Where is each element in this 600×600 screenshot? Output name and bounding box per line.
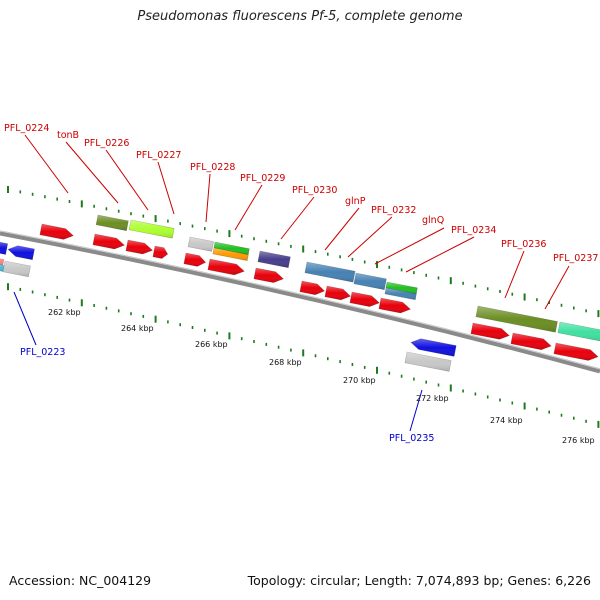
feature-shading: [304, 262, 356, 283]
gene-label[interactable]: PFL_0232: [371, 205, 416, 216]
feature-shading: [188, 237, 214, 252]
feature-shading: [385, 282, 418, 294]
callout-line: [504, 250, 525, 299]
gene-label[interactable]: PFL_0224: [4, 123, 49, 134]
feature-shading: [253, 268, 284, 283]
feature-shading: [2, 261, 31, 277]
gene-label[interactable]: PFL_0230: [292, 185, 337, 196]
gene-label[interactable]: tonB: [57, 130, 79, 141]
callout-line: [234, 184, 263, 231]
feature-shading: [557, 322, 600, 341]
gene-label[interactable]: PFL_0228: [190, 162, 235, 173]
feature-shading: [129, 220, 175, 239]
tick-label: 272 kbp: [416, 394, 449, 403]
accession-text: Accession: NC_004129: [9, 573, 152, 588]
feature-shading: [470, 323, 510, 340]
tick-label: 266 kbp: [195, 340, 228, 349]
tick-marks: [7, 186, 600, 428]
feature-shading: [183, 253, 206, 267]
feature-shading: [324, 286, 351, 300]
gene-label[interactable]: PFL_0235: [389, 433, 434, 444]
feature-shading: [510, 333, 552, 350]
tick-label: 270 kbp: [343, 376, 376, 385]
feature-shading: [125, 240, 153, 254]
feature-shading: [404, 352, 452, 372]
gene-label[interactable]: PFL_0237: [553, 253, 598, 264]
callout-line: [105, 149, 149, 211]
feature-shading: [152, 246, 168, 259]
feature-shading: [384, 288, 417, 300]
gene-label[interactable]: PFL_0227: [136, 150, 181, 161]
callout-line: [374, 227, 445, 265]
feature-shading: [411, 338, 457, 357]
genome-summary-text: Topology: circular; Length: 7,074,893 bp…: [247, 573, 591, 588]
feature-shading: [92, 234, 125, 249]
genome-backbone: [0, 230, 600, 374]
gene-label-callouts: [13, 134, 570, 432]
feature-shading: [0, 264, 4, 272]
feature-shading: [299, 281, 325, 295]
feature-blocks: [0, 214, 600, 372]
feature-shading: [39, 224, 74, 240]
callout-line: [65, 141, 119, 204]
tick-label: 264 kbp: [121, 324, 154, 333]
map-title: Pseudomonas fluorescens Pf-5, complete g…: [137, 9, 463, 24]
feature-shading: [0, 258, 4, 266]
callout-line: [324, 207, 360, 251]
callout-line: [157, 161, 175, 215]
callout-line: [24, 134, 69, 194]
callout-line: [405, 236, 475, 273]
tick-label: 268 kbp: [269, 358, 302, 367]
gene-label[interactable]: PFL_0226: [84, 138, 129, 149]
gene-label[interactable]: PFL_0236: [501, 239, 546, 250]
tick-label: 276 kbp: [562, 436, 595, 445]
callout-line: [205, 173, 211, 223]
genome-backbone-highlight: [0, 230, 600, 370]
feature-shading: [553, 343, 599, 361]
gene-label[interactable]: PFL_0229: [240, 173, 285, 184]
feature-shading: [96, 215, 129, 231]
feature-shading: [257, 251, 291, 268]
feature-shading: [8, 245, 35, 260]
feature-shading: [213, 242, 250, 255]
tick-label: 262 kbp: [48, 308, 81, 317]
gene-label[interactable]: PFL_0234: [451, 225, 496, 236]
feature-shading: [475, 306, 558, 333]
callout-line: [13, 291, 37, 346]
gene-label[interactable]: glnP: [345, 196, 366, 207]
gene-label[interactable]: PFL_0223: [20, 347, 65, 358]
callout-line: [280, 196, 315, 240]
feature-shading: [353, 273, 387, 290]
feature-shading: [378, 298, 411, 313]
tick-label: 274 kbp: [490, 416, 523, 425]
gene-label[interactable]: glnQ: [422, 215, 444, 226]
callout-line: [544, 265, 570, 310]
feature-shading: [0, 242, 8, 255]
feature-shading: [207, 259, 245, 275]
callout-line: [347, 216, 393, 258]
feature-shading: [349, 292, 380, 307]
feature-shading: [212, 248, 249, 261]
callout-line: [409, 389, 423, 432]
